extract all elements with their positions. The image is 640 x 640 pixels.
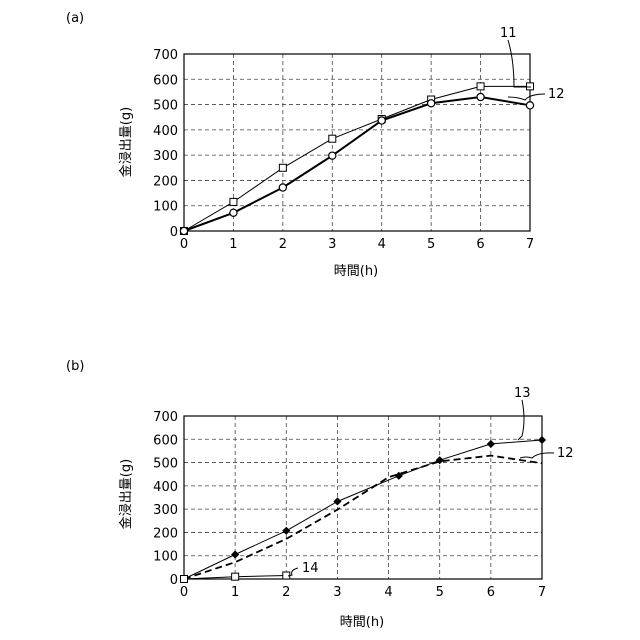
y-tick-label: 700 (153, 48, 178, 63)
y-tick-label: 100 (153, 200, 178, 215)
leader-line-14 (287, 567, 299, 577)
data-point-square (229, 197, 238, 206)
data-point-diamond (333, 497, 342, 506)
chart-b-grid (184, 416, 542, 579)
y-tick-label: 400 (153, 480, 178, 495)
y-tick-label: 500 (153, 457, 178, 472)
y-tick-label: 100 (153, 550, 178, 565)
series-label-12b: 12 (557, 446, 574, 461)
x-tick-label: 6 (476, 237, 484, 252)
y-tick-label: 300 (153, 503, 178, 518)
chart-a-y-ticks: 0 100 200 300 400 500 600 700 (153, 48, 178, 240)
x-tick-label: 3 (328, 237, 336, 252)
x-tick-label: 4 (378, 237, 386, 252)
chart-b-series (179, 435, 547, 584)
chart-a-grid (184, 54, 530, 231)
series-line-12 (183, 96, 531, 232)
data-point-circle (426, 99, 436, 108)
y-tick-label: 500 (153, 99, 178, 114)
data-point-circle (229, 208, 238, 217)
leader-line-11 (507, 39, 531, 88)
x-tick-label: 5 (436, 585, 444, 600)
data-point-circle (377, 116, 386, 125)
y-tick-label: 0 (170, 573, 178, 588)
data-point-square (328, 134, 337, 143)
chart-a-plot-frame (183, 53, 531, 232)
series-label-11: 11 (500, 26, 517, 41)
data-point-square (231, 572, 240, 581)
panel-label-a: (a) (66, 11, 84, 26)
data-point-diamond (537, 435, 547, 445)
data-point-circle (328, 151, 337, 160)
data-point-circle (179, 226, 189, 236)
data-point-diamond (282, 526, 291, 535)
chart-b-y-axis-title: 金浸出量(g) (118, 459, 134, 529)
chart-a-y-axis-title: 金浸出量(g) (118, 107, 134, 177)
series-label-12a: 12 (548, 87, 565, 102)
chart-a-x-axis-title: 時間(h) (334, 264, 378, 279)
panel-label-b: (b) (66, 359, 84, 374)
data-point-square (180, 575, 188, 583)
series-line-12 (183, 454, 543, 580)
chart-b-plot-frame (183, 415, 543, 580)
y-tick-label: 0 (170, 225, 178, 240)
leader-line-12b (519, 452, 555, 459)
chart-b-x-ticks: 0 1 2 3 4 5 6 7 (180, 585, 546, 600)
series-line-11 (183, 85, 530, 232)
x-tick-label: 4 (384, 585, 392, 600)
y-tick-label: 200 (153, 174, 178, 189)
chart-b-y-ticks: 0 100 200 300 400 500 600 700 (153, 410, 178, 588)
series-label-13: 13 (514, 386, 531, 401)
y-tick-label: 300 (153, 149, 178, 164)
chart-b-x-axis-title: 時間(h) (340, 615, 384, 630)
x-tick-label: 0 (180, 237, 188, 252)
series-label-14: 14 (302, 561, 319, 576)
data-point-circle (476, 92, 485, 102)
leader-line-12a (507, 93, 546, 101)
x-tick-label: 2 (279, 237, 287, 252)
data-point-square (278, 163, 287, 172)
x-tick-label: 1 (231, 585, 239, 600)
x-tick-label: 2 (282, 585, 290, 600)
y-tick-label: 600 (153, 73, 178, 88)
x-tick-label: 0 (180, 585, 188, 600)
y-tick-label: 200 (153, 526, 178, 541)
x-tick-label: 6 (487, 585, 495, 600)
chart-a-series (179, 82, 535, 236)
y-tick-label: 600 (153, 433, 178, 448)
data-point-square (476, 82, 485, 91)
chart-a-x-ticks: 0 1 2 3 4 5 6 7 (180, 237, 534, 252)
series-line-13 (183, 439, 543, 580)
y-tick-label: 400 (153, 124, 178, 139)
data-point-diamond (486, 439, 495, 449)
y-tick-label: 700 (153, 410, 178, 425)
data-point-circle (278, 183, 288, 192)
x-tick-label: 7 (526, 237, 534, 252)
leader-line-13 (517, 399, 525, 441)
x-tick-label: 5 (427, 237, 435, 252)
data-point-circle (525, 101, 535, 110)
x-tick-label: 3 (333, 585, 341, 600)
x-tick-label: 7 (538, 585, 546, 600)
data-point-diamond (231, 550, 240, 559)
x-tick-label: 1 (229, 237, 237, 252)
data-point-square (526, 82, 534, 91)
